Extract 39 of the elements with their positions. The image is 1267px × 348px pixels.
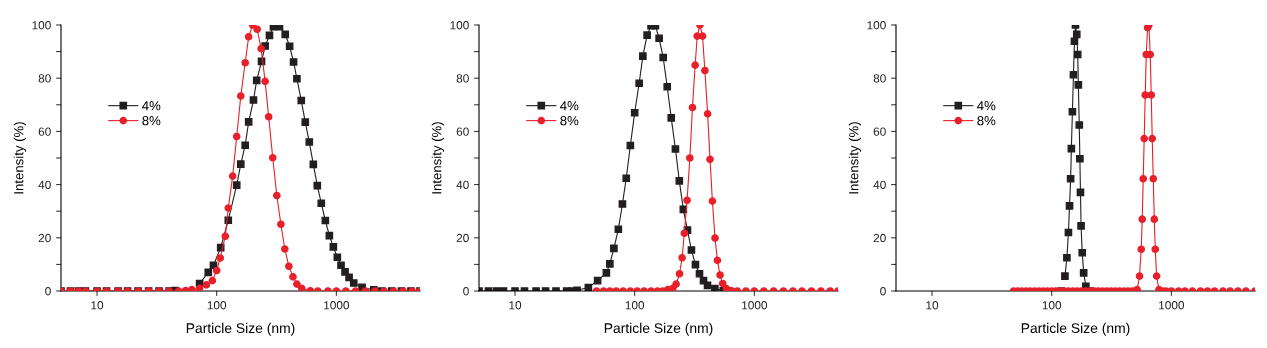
x-tick-label: 10 <box>91 301 104 310</box>
x-tick-label: 10 <box>926 301 939 310</box>
y-tick-label: 100 <box>450 21 469 30</box>
legend-label: 4% <box>560 101 579 111</box>
y-tick-label: 80 <box>873 74 886 83</box>
y-axis-title: Intensity (%) <box>13 122 27 194</box>
x-axis-title: Particle Size (nm) <box>604 322 713 336</box>
y-axis-title: Intensity (%) <box>431 122 445 194</box>
x-axis-title: Particle Size (nm) <box>186 322 295 336</box>
x-tick-label: 10 <box>509 301 522 310</box>
legend-label: 4% <box>142 101 161 111</box>
x-tick-label: 100 <box>1042 301 1062 310</box>
x-axis-title: Particle Size (nm) <box>1021 322 1130 336</box>
legend-label: 4% <box>977 101 996 111</box>
y-tick-label: 40 <box>38 180 51 189</box>
y-tick-label: 20 <box>456 233 469 243</box>
x-tick-label: 1000 <box>1159 301 1185 310</box>
y-tick-label: 20 <box>38 233 51 243</box>
legend-label: 8% <box>977 116 996 126</box>
y-tick-label: 100 <box>867 21 886 30</box>
y-tick-label: 40 <box>456 180 469 189</box>
x-tick-label: 1000 <box>324 301 350 310</box>
y-tick-label: 100 <box>32 21 51 30</box>
y-tick-label: 0 <box>45 287 51 296</box>
y-tick-label: 80 <box>456 74 469 83</box>
y-axis-title: Intensity (%) <box>848 122 862 194</box>
x-tick-label: 1000 <box>742 301 768 310</box>
y-tick-label: 40 <box>873 180 886 189</box>
y-tick-label: 60 <box>873 127 886 136</box>
y-tick-label: 60 <box>38 127 51 136</box>
legend-label: 8% <box>142 116 161 126</box>
x-tick-label: 100 <box>625 301 645 310</box>
y-tick-label: 80 <box>38 74 51 83</box>
y-tick-label: 20 <box>873 233 886 243</box>
y-tick-label: 0 <box>880 287 886 296</box>
y-tick-label: 0 <box>463 287 469 296</box>
x-tick-label: 100 <box>207 301 227 310</box>
legend-label: 8% <box>560 116 579 126</box>
y-tick-label: 60 <box>456 127 469 136</box>
